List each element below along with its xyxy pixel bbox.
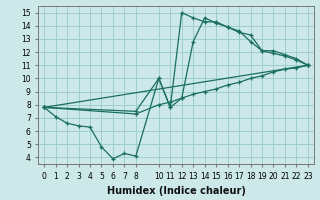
X-axis label: Humidex (Indice chaleur): Humidex (Indice chaleur) bbox=[107, 186, 245, 196]
